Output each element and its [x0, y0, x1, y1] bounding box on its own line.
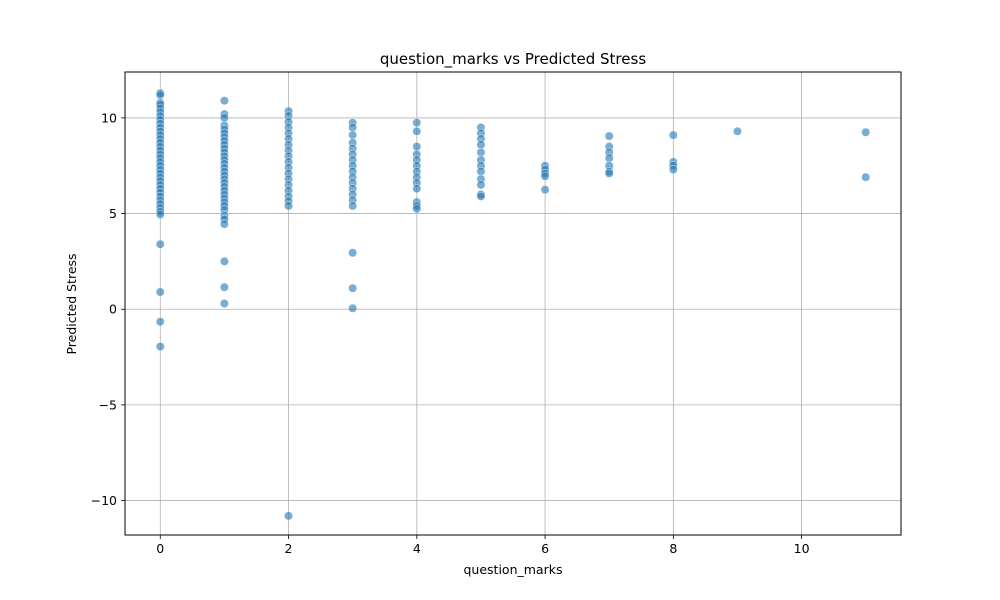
x-tick-label: 10 — [794, 541, 810, 556]
x-tick-label: 0 — [156, 541, 164, 556]
x-tick-label: 6 — [541, 541, 549, 556]
data-point — [348, 283, 358, 293]
y-axis-label: Predicted Stress — [64, 253, 79, 354]
data-point — [476, 167, 486, 176]
data-point — [604, 168, 614, 178]
plot-frame — [124, 71, 902, 536]
x-axis-ticks: 0 2 4 6 8 10 — [156, 535, 810, 556]
data-point — [155, 210, 165, 219]
data-point — [412, 184, 422, 194]
data-point — [476, 140, 486, 150]
data-point — [348, 201, 358, 211]
data-point — [219, 219, 229, 229]
data-point — [861, 172, 871, 182]
data-point — [861, 127, 871, 137]
y-tick-label: 0 — [109, 302, 117, 317]
data-point — [219, 282, 229, 292]
data-point — [284, 511, 293, 521]
x-tick-label: 8 — [669, 541, 677, 556]
data-point — [733, 126, 742, 136]
data-point — [476, 147, 486, 157]
x-tick-label: 2 — [285, 541, 293, 556]
data-point — [155, 90, 165, 100]
y-axis-ticks: −10 −5 0 5 10 — [91, 110, 125, 508]
data-point — [219, 113, 229, 123]
data-point — [412, 118, 422, 128]
y-tick-label: 10 — [101, 110, 117, 125]
data-point — [348, 123, 358, 132]
y-tick-label: −5 — [99, 397, 117, 412]
x-tick-label: 4 — [413, 541, 421, 556]
data-point — [284, 201, 293, 211]
x-axis-label: question_marks — [464, 562, 563, 577]
y-tick-label: 5 — [109, 206, 117, 221]
data-point — [348, 303, 358, 313]
data-point — [604, 131, 614, 141]
data-point — [155, 287, 165, 297]
data-point — [476, 180, 486, 190]
data-point — [604, 153, 614, 163]
data-point — [155, 342, 165, 351]
data-point — [412, 142, 422, 152]
data-point — [219, 256, 229, 266]
data-point — [219, 96, 229, 106]
data-point — [476, 191, 486, 201]
data-point — [412, 204, 422, 214]
data-point — [348, 130, 358, 140]
y-tick-label: −10 — [91, 493, 117, 508]
data-point — [540, 185, 550, 195]
data-point — [668, 130, 678, 140]
data-point — [219, 299, 229, 308]
chart-title: question_marks vs Predicted Stress — [380, 50, 646, 69]
data-point — [412, 126, 422, 136]
data-point — [155, 239, 165, 249]
data-point — [155, 317, 165, 327]
plot-area — [125, 72, 901, 535]
data-point — [540, 171, 550, 181]
data-point — [668, 165, 678, 175]
data-points — [155, 88, 871, 521]
data-point — [348, 248, 358, 258]
